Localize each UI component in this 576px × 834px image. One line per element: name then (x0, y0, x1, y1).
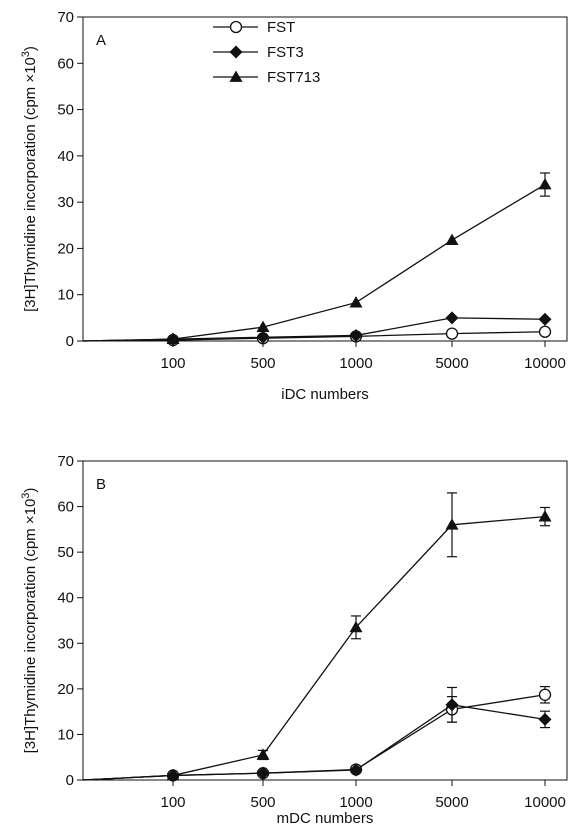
y-axis-label-end: ) (22, 46, 39, 51)
y-tick-label: 70 (57, 453, 74, 470)
data-point (445, 518, 459, 530)
data-point (256, 748, 270, 760)
data-point (445, 311, 459, 325)
data-point (538, 510, 552, 522)
series-line (82, 183, 546, 342)
x-tick-label: 5000 (435, 794, 468, 811)
y-tick-label: 60 (57, 499, 74, 516)
series-fst3 (82, 686, 552, 782)
legend-label: FST (267, 19, 295, 36)
x-tick-label: 1000 (339, 794, 372, 811)
x-tick-label: 1000 (339, 355, 372, 372)
x-tick-label: 5000 (435, 355, 468, 372)
y-axis-label: [3H]Thymidine incorporation (cpm ×103) (20, 488, 39, 754)
y-tick-label: 40 (57, 590, 74, 607)
series-fst713 (82, 492, 552, 781)
y-axis-label-sup: 3 (20, 51, 32, 57)
legend-label: FST3 (267, 44, 304, 61)
y-tick-label: 60 (57, 55, 74, 72)
y-axis-label: [3H]Thymidine incorporation (cpm ×103) (20, 46, 39, 312)
x-axis-label: iDC numbers (281, 386, 369, 403)
data-point (538, 688, 552, 701)
y-tick-label: 0 (66, 333, 74, 350)
data-point (538, 312, 552, 326)
series-line (82, 694, 546, 781)
y-tick-label: 10 (57, 287, 74, 304)
y-tick-label: 50 (57, 102, 74, 119)
data-point (445, 233, 459, 245)
y-axis-label-main: [3H]Thymidine incorporation (cpm ×10 (22, 499, 39, 754)
data-point (349, 763, 363, 777)
y-tick-label: 30 (57, 635, 74, 652)
data-point (349, 328, 363, 342)
y-tick-label: 40 (57, 148, 74, 165)
plot-frame (82, 460, 568, 781)
x-tick-label: 10000 (524, 794, 566, 811)
y-axis-label-sup: 3 (20, 493, 32, 499)
panel-label: A (96, 32, 106, 49)
data-point (349, 296, 363, 308)
y-tick-label: 70 (57, 9, 74, 26)
data-point (445, 327, 459, 340)
legend-marker (229, 45, 243, 59)
data-point (538, 178, 552, 190)
data-point (349, 620, 363, 633)
y-tick-label: 20 (57, 240, 74, 257)
y-tick-label: 10 (57, 726, 74, 743)
data-point (445, 698, 459, 712)
plot-frame (82, 16, 568, 342)
x-tick-label: 500 (250, 794, 275, 811)
series-line (82, 704, 546, 781)
data-point (538, 712, 552, 726)
series-line (82, 331, 546, 342)
chart-panel-b: 0 10 20 30 40 50 60 70 100 500 1000 5000 10000 mDC nu… (20, 453, 568, 827)
data-point (256, 330, 270, 344)
x-tick-label: 100 (160, 794, 185, 811)
series-line (82, 515, 546, 781)
series-fst (82, 685, 552, 782)
legend-marker (229, 20, 243, 34)
data-point (256, 320, 270, 332)
x-tick-label: 10000 (524, 355, 566, 372)
series-fst713 (82, 172, 552, 345)
y-tick-label: 50 (57, 544, 74, 561)
x-tick-label: 500 (250, 355, 275, 372)
legend-marker (229, 70, 243, 82)
panel-label: B (96, 476, 106, 493)
x-axis-label: mDC numbers (277, 810, 374, 827)
x-tick-label: 100 (160, 355, 185, 372)
legend-label: FST713 (267, 69, 320, 86)
data-point (538, 325, 552, 338)
legend: FST FST3 FST713 (213, 19, 320, 86)
chart-panel-a: 0 10 20 30 40 50 60 70 100 500 1000 5000 10000 iDC nu… (20, 9, 568, 403)
y-tick-label: 30 (57, 194, 74, 211)
y-tick-label: 0 (66, 772, 74, 789)
y-axis-label-main: [3H]Thymidine incorporation (cpm ×10 (22, 57, 39, 312)
data-point (166, 332, 180, 345)
y-tick-label: 20 (57, 681, 74, 698)
y-axis-label-end: ) (22, 488, 39, 493)
data-point (256, 766, 270, 780)
data-point (166, 768, 180, 781)
